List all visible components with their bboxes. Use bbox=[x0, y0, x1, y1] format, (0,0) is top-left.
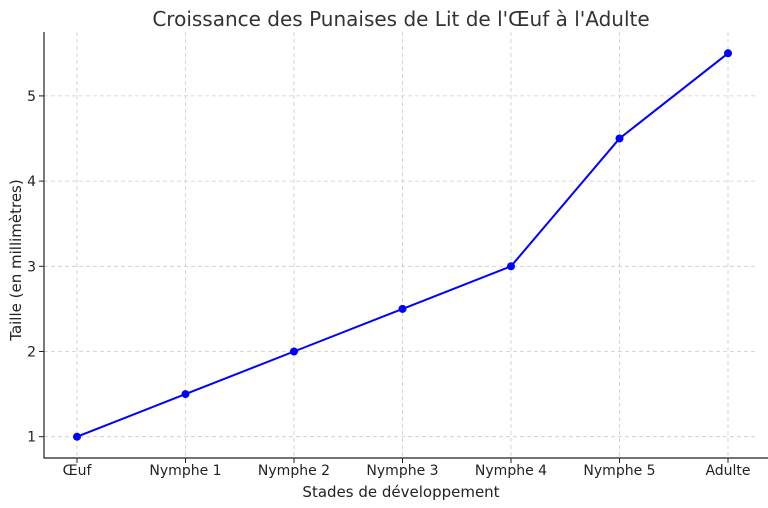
y-tick-label: 1 bbox=[27, 430, 36, 446]
y-tick-label: 3 bbox=[27, 259, 36, 275]
chart-title: Croissance des Punaises de Lit de l'Œuf … bbox=[152, 7, 649, 31]
x-tick-label: Nymphe 5 bbox=[583, 463, 655, 479]
data-point bbox=[615, 134, 624, 143]
x-tick-label: Œuf bbox=[63, 463, 93, 479]
x-tick-label: Nymphe 3 bbox=[366, 463, 438, 479]
x-tick-label: Nymphe 4 bbox=[475, 463, 547, 479]
data-point bbox=[290, 347, 298, 356]
axis-ticks: Œuf Nymphe 1 Nymphe 2 Nymphe 3 Nymphe 4 Nymph… bbox=[27, 89, 750, 479]
y-axis-label: Taille (en millimètres) bbox=[7, 179, 25, 341]
data-series bbox=[73, 49, 732, 441]
data-point bbox=[724, 49, 732, 58]
x-tick-label: Nymphe 2 bbox=[258, 463, 330, 479]
data-point bbox=[398, 304, 407, 313]
x-axis-label: Stades de développement bbox=[302, 483, 499, 501]
axes-frame bbox=[43, 32, 768, 459]
y-tick-label: 2 bbox=[27, 345, 36, 361]
data-point bbox=[73, 432, 81, 441]
y-tick-label: 5 bbox=[27, 89, 36, 105]
y-tick-label: 4 bbox=[27, 174, 36, 190]
x-tick-label: Adulte bbox=[705, 463, 750, 479]
data-point bbox=[181, 390, 190, 399]
x-tick-label: Nymphe 1 bbox=[149, 463, 221, 479]
grid-lines bbox=[44, 32, 758, 458]
data-point bbox=[507, 262, 515, 271]
